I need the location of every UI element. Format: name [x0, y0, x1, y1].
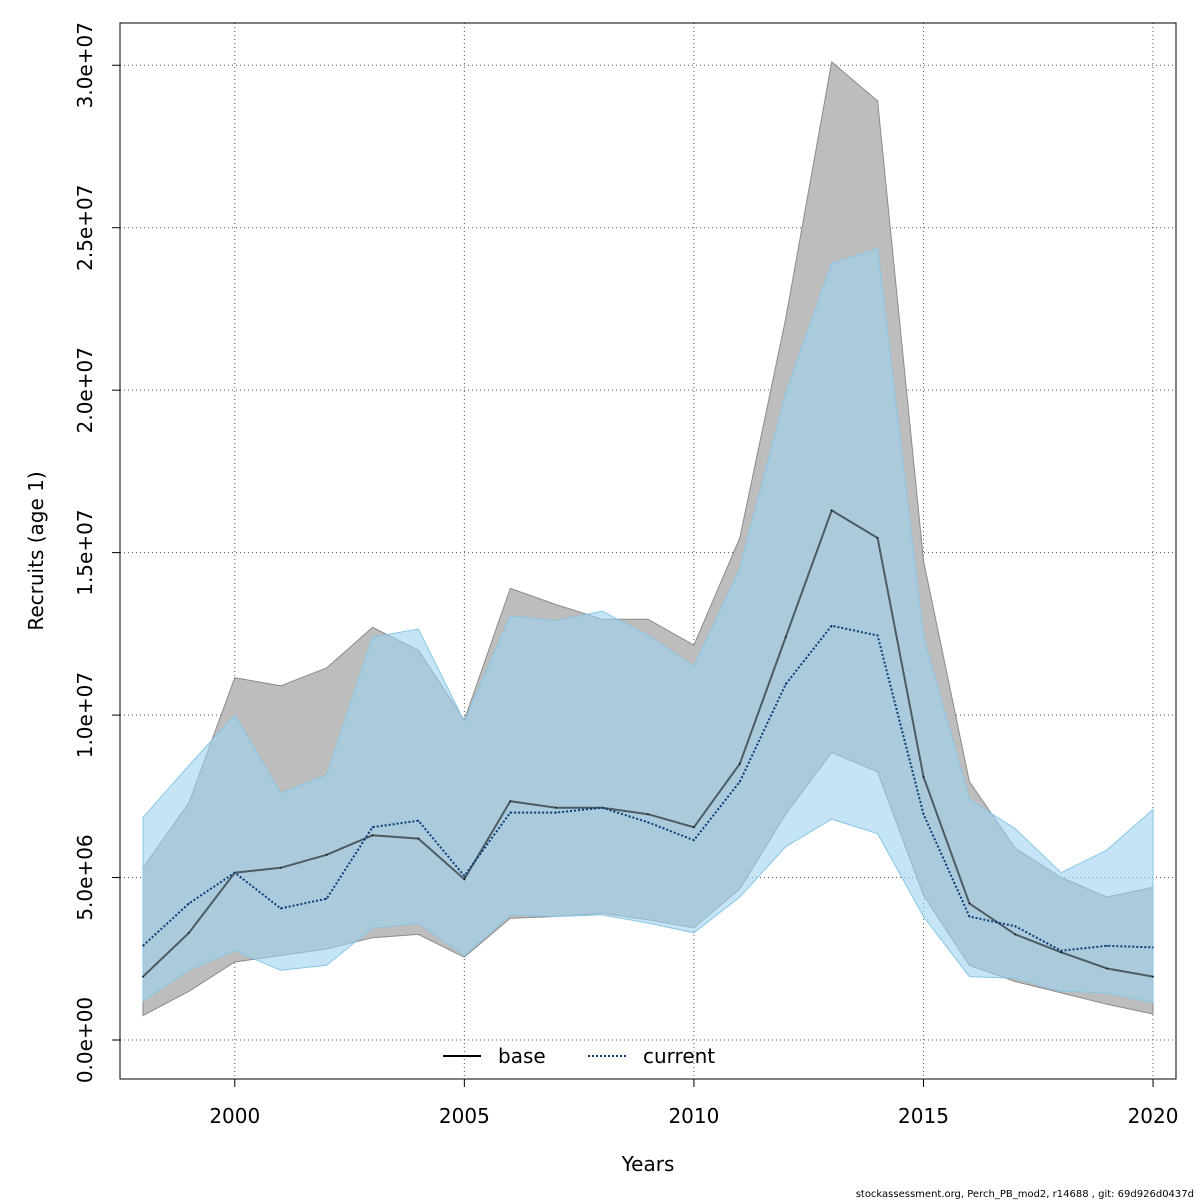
point-base-2019 — [1106, 967, 1108, 970]
point-current-2013 — [830, 624, 833, 627]
point-base-2007 — [555, 806, 557, 809]
y-axis-title: Recruits (age 1) — [24, 471, 48, 630]
point-current-2019 — [1106, 944, 1108, 947]
x-tick-label-3: 2015 — [898, 1104, 949, 1128]
y-tick-label-4: 2.0e+07 — [73, 347, 97, 433]
point-base-2001 — [279, 867, 282, 869]
point-base-1999 — [188, 931, 190, 934]
point-base-2004 — [417, 837, 420, 840]
point-current-2009 — [647, 821, 649, 824]
y-tick-label-5: 2.5e+07 — [73, 185, 97, 271]
y-tick-label-1: 5.0e+06 — [73, 834, 97, 920]
legend: base current — [443, 1044, 715, 1068]
x-tick-label-4: 2020 — [1128, 1104, 1179, 1128]
point-base-2003 — [371, 834, 374, 837]
point-base-2009 — [647, 813, 649, 815]
point-current-2008 — [601, 806, 603, 809]
point-current-2000 — [233, 871, 236, 874]
series-lines — [142, 508, 1154, 978]
x-axis: 2000 2005 2010 2015 2020 — [209, 1078, 1179, 1128]
y-axis: 0.0e+00 5.0e+06 1.0e+07 1.5e+07 2.0e+07 2.5e+… — [73, 22, 121, 1083]
point-current-2015 — [922, 813, 925, 815]
x-tick-label-2: 2010 — [668, 1104, 719, 1128]
point-current-1998 — [142, 944, 144, 947]
point-base-2006 — [509, 800, 512, 802]
point-current-2002 — [325, 897, 328, 900]
point-current-2007 — [555, 811, 557, 814]
point-base-2013 — [830, 509, 833, 512]
point-current-2017 — [1014, 925, 1017, 928]
x-tick-label-1: 2005 — [439, 1104, 490, 1128]
y-tick-label-3: 1.5e+07 — [73, 509, 97, 595]
point-base-2010 — [693, 826, 695, 828]
point-current-2003 — [371, 826, 374, 828]
point-current-2005 — [463, 875, 466, 877]
y-tick-label-2: 1.0e+07 — [73, 672, 97, 758]
grid-lines — [120, 23, 1176, 1079]
legend-label-current: current — [643, 1044, 715, 1068]
point-current-2020 — [1152, 946, 1154, 949]
point-base-2005 — [463, 878, 466, 880]
point-base-2012 — [784, 636, 787, 638]
point-base-2020 — [1152, 975, 1154, 978]
confidence-bands — [142, 61, 1154, 1017]
point-current-2004 — [417, 819, 420, 822]
legend-label-base: base — [498, 1044, 546, 1068]
x-axis-title: Years — [621, 1152, 675, 1176]
point-base-2017 — [1014, 933, 1017, 936]
y-tick-label-0: 0.0e+00 — [73, 997, 97, 1083]
point-current-2010 — [693, 839, 695, 841]
point-base-2014 — [876, 537, 879, 539]
point-base-2002 — [325, 854, 328, 856]
point-base-1998 — [142, 975, 144, 978]
footnote: stockassessment.org, Perch_PB_mod2, r146… — [856, 1189, 1194, 1200]
point-current-2016 — [968, 915, 971, 918]
point-current-2001 — [279, 907, 282, 910]
point-base-2018 — [1060, 951, 1063, 954]
band-current — [142, 248, 1154, 1004]
point-base-2015 — [922, 776, 925, 778]
point-current-1999 — [188, 902, 190, 905]
point-current-2006 — [509, 811, 512, 814]
point-base-2011 — [739, 763, 741, 765]
point-current-2014 — [876, 634, 879, 637]
point-current-2011 — [739, 780, 741, 783]
point-base-2016 — [968, 902, 971, 905]
y-tick-label-6: 3.0e+07 — [73, 22, 97, 108]
point-current-2018 — [1060, 949, 1063, 952]
x-tick-label-0: 2000 — [209, 1104, 260, 1128]
point-current-2012 — [784, 683, 787, 686]
